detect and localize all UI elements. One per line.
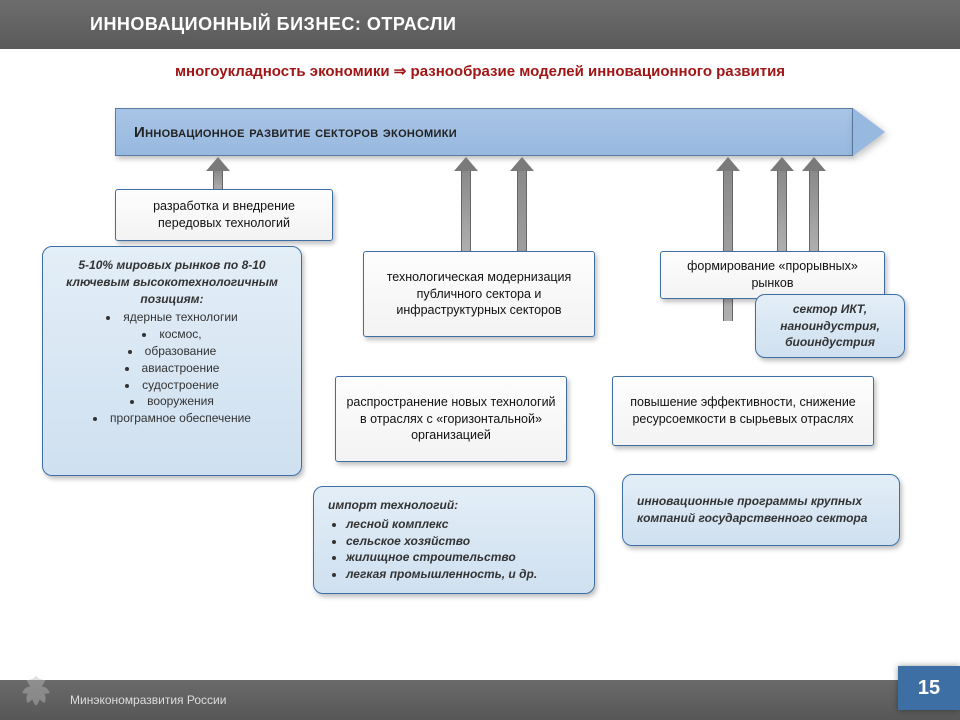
list-item: авиастроение xyxy=(57,360,287,377)
list-item: космос, xyxy=(57,326,287,343)
banner-arrow: Инновационное развитие секторов экономик… xyxy=(115,108,885,156)
page-number: 15 xyxy=(898,666,960,710)
box-w3-text: формирование «прорывных» рынков xyxy=(671,258,874,292)
footer-bar: Минэкономразвития России xyxy=(0,680,960,720)
diagram-area: Инновационное развитие секторов экономик… xyxy=(0,86,960,626)
box-breakthrough: формирование «прорывных» рынков xyxy=(660,251,885,299)
subtitle-right: разнообразие моделей инновационного разв… xyxy=(411,63,786,80)
list-item: легкая промышленность, и др. xyxy=(346,566,580,583)
list-item: образование xyxy=(57,343,287,360)
uparrow-6 xyxy=(802,157,826,253)
footer-org: Минэкономразвития России xyxy=(70,693,226,707)
bluebox-b1-list: ядерные технологиикосмос,образованиеавиа… xyxy=(57,309,287,427)
bluebox-programs: инновационные программы крупных компаний… xyxy=(622,474,900,546)
box-w2-text: технологическая модернизация публичного … xyxy=(374,269,584,320)
banner-text: Инновационное развитие секторов экономик… xyxy=(134,124,457,141)
bluebox-b1-head: 5-10% мировых рынков по 8-10 ключевым вы… xyxy=(57,257,287,307)
box-horizontal: распространение новых технологий в отрас… xyxy=(335,376,567,462)
banner-body: Инновационное развитие секторов экономик… xyxy=(115,108,853,156)
subtitle-left: многоукладность экономики xyxy=(175,63,390,80)
header-title: ИННОВАЦИОННЫЙ БИЗНЕС: ОТРАСЛИ xyxy=(90,14,456,34)
box-dev-tech: разработка и внедрение передовых техноло… xyxy=(115,189,333,241)
bluebox-ict: сектор ИКТ, наноиндустрия, биоиндустрия xyxy=(755,294,905,358)
eagle-emblem-icon xyxy=(14,670,58,714)
bluebox-import: импорт технологий: лесной комплекссельск… xyxy=(313,486,595,594)
box-w4-text: распространение новых технологий в отрас… xyxy=(346,394,556,445)
list-item: вооружения xyxy=(57,393,287,410)
box-w5-text: повышение эффективности, снижение ресурс… xyxy=(623,394,863,428)
bluebox-b3-text: сектор ИКТ, наноиндустрия, биоиндустрия xyxy=(770,301,890,351)
subtitle-row: многоукладность экономики ⇒ разнообразие… xyxy=(0,49,960,86)
banner-arrowhead xyxy=(853,108,885,156)
bluebox-b2-head: импорт технологий: xyxy=(328,497,580,514)
page-number-text: 15 xyxy=(918,677,940,700)
box-modernization: технологическая модернизация публичного … xyxy=(363,251,595,337)
slide-header: ИННОВАЦИОННЫЙ БИЗНЕС: ОТРАСЛИ xyxy=(0,0,960,49)
list-item: судостроение xyxy=(57,377,287,394)
bluebox-world-markets: 5-10% мировых рынков по 8-10 ключевым вы… xyxy=(42,246,302,476)
uparrow-5 xyxy=(770,157,794,253)
bluebox-b2-list: лесной комплекссельское хозяйствожилищно… xyxy=(328,516,580,583)
list-item: ядерные технологии xyxy=(57,309,287,326)
uparrow-1 xyxy=(206,157,230,191)
subtitle-arrow: ⇒ xyxy=(394,63,407,80)
box-w1-text: разработка и внедрение передовых техноло… xyxy=(126,198,322,232)
bluebox-b4-text: инновационные программы крупных компаний… xyxy=(637,493,885,527)
list-item: сельское хозяйство xyxy=(346,533,580,550)
list-item: жилищное строительство xyxy=(346,549,580,566)
uparrow-2 xyxy=(454,157,478,253)
box-efficiency: повышение эффективности, снижение ресурс… xyxy=(612,376,874,446)
list-item: програмное обеспечение xyxy=(57,410,287,427)
list-item: лесной комплекс xyxy=(346,516,580,533)
